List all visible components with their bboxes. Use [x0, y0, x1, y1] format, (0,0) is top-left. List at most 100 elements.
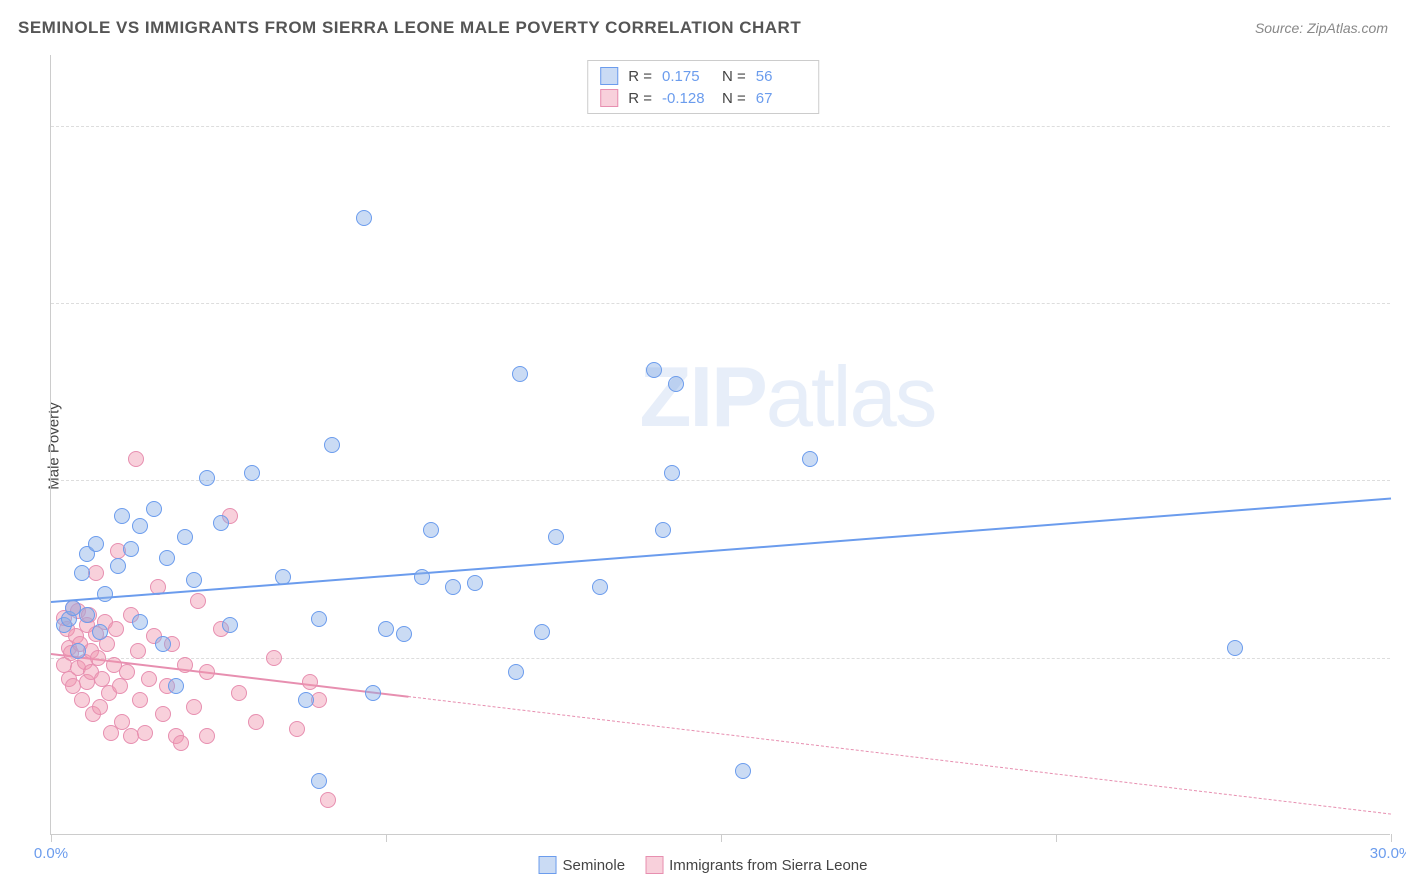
data-point: [119, 664, 135, 680]
data-point: [423, 522, 439, 538]
x-tick: [386, 834, 387, 842]
data-point: [114, 508, 130, 524]
data-point: [92, 699, 108, 715]
data-point: [244, 465, 260, 481]
data-point: [155, 636, 171, 652]
n-value: 67: [756, 90, 806, 107]
data-point: [365, 685, 381, 701]
data-point: [512, 366, 528, 382]
legend-stat-row: R = -0.128 N = 67: [600, 87, 806, 109]
data-point: [289, 721, 305, 737]
legend-series: Seminole Immigrants from Sierra Leone: [539, 856, 868, 874]
n-label: N =: [722, 90, 746, 107]
y-tick-label: 25.0%: [1395, 472, 1406, 489]
data-point: [128, 451, 144, 467]
data-point: [108, 621, 124, 637]
x-tick: [721, 834, 722, 842]
data-point: [92, 624, 108, 640]
x-tick-label: 30.0%: [1370, 845, 1406, 862]
data-point: [1227, 640, 1243, 656]
data-point: [141, 671, 157, 687]
data-point: [266, 650, 282, 666]
data-point: [155, 706, 171, 722]
data-point: [231, 685, 247, 701]
data-point: [186, 572, 202, 588]
data-point: [298, 692, 314, 708]
data-point: [190, 593, 206, 609]
data-point: [90, 650, 106, 666]
data-point: [146, 501, 162, 517]
data-point: [97, 586, 113, 602]
x-tick: [1391, 834, 1392, 842]
data-point: [137, 725, 153, 741]
data-point: [74, 565, 90, 581]
y-tick-label: 12.5%: [1395, 649, 1406, 666]
data-point: [159, 550, 175, 566]
data-point: [186, 699, 202, 715]
data-point: [655, 522, 671, 538]
data-point: [132, 614, 148, 630]
data-point: [70, 643, 86, 659]
chart-area: 12.5%25.0%37.5%50.0%0.0%30.0% ZIPatlas: [50, 55, 1390, 835]
data-point: [123, 541, 139, 557]
legend-item: Seminole: [539, 856, 626, 874]
data-point: [74, 692, 90, 708]
legend-item: Immigrants from Sierra Leone: [645, 856, 867, 874]
legend-stat-row: R =0.175N =56: [600, 65, 806, 87]
data-point: [199, 728, 215, 744]
data-point: [356, 210, 372, 226]
gridline: [51, 126, 1390, 127]
data-point: [213, 515, 229, 531]
data-point: [445, 579, 461, 595]
data-point: [130, 643, 146, 659]
data-point: [275, 569, 291, 585]
data-point: [668, 376, 684, 392]
x-tick: [51, 834, 52, 842]
data-point: [302, 674, 318, 690]
x-tick-label: 0.0%: [34, 845, 68, 862]
data-point: [177, 657, 193, 673]
trend-line: [51, 497, 1391, 603]
chart-title: SEMINOLE VS IMMIGRANTS FROM SIERRA LEONE…: [18, 18, 801, 38]
data-point: [414, 569, 430, 585]
data-point: [177, 529, 193, 545]
data-point: [199, 470, 215, 486]
data-point: [168, 678, 184, 694]
data-point: [592, 579, 608, 595]
n-value: 56: [756, 68, 806, 85]
data-point: [548, 529, 564, 545]
data-point: [735, 763, 751, 779]
data-point: [664, 465, 680, 481]
r-value: -0.128: [662, 90, 712, 107]
data-point: [88, 536, 104, 552]
data-point: [199, 664, 215, 680]
data-point: [396, 626, 412, 642]
data-point: [320, 792, 336, 808]
data-point: [248, 714, 264, 730]
r-label: R =: [628, 68, 652, 85]
plot-surface: 12.5%25.0%37.5%50.0%0.0%30.0%: [51, 55, 1390, 834]
data-point: [646, 362, 662, 378]
data-point: [534, 624, 550, 640]
data-point: [324, 437, 340, 453]
n-label: N =: [722, 68, 746, 85]
y-tick-label: 37.5%: [1395, 295, 1406, 312]
data-point: [132, 518, 148, 534]
x-tick: [1056, 834, 1057, 842]
legend-label: Immigrants from Sierra Leone: [669, 857, 867, 874]
data-point: [222, 617, 238, 633]
legend-stats: R =0.175N =56R =-0.128N =67: [587, 60, 819, 114]
data-point: [173, 735, 189, 751]
data-point: [378, 621, 394, 637]
legend-swatch: [645, 856, 663, 874]
data-point: [802, 451, 818, 467]
gridline: [51, 303, 1390, 304]
data-point: [79, 607, 95, 623]
source-label: Source: ZipAtlas.com: [1255, 20, 1388, 36]
data-point: [311, 611, 327, 627]
data-point: [110, 558, 126, 574]
r-label: R =: [628, 90, 652, 107]
header: SEMINOLE VS IMMIGRANTS FROM SIERRA LEONE…: [18, 18, 1388, 38]
y-tick-label: 50.0%: [1395, 117, 1406, 134]
gridline: [51, 658, 1390, 659]
